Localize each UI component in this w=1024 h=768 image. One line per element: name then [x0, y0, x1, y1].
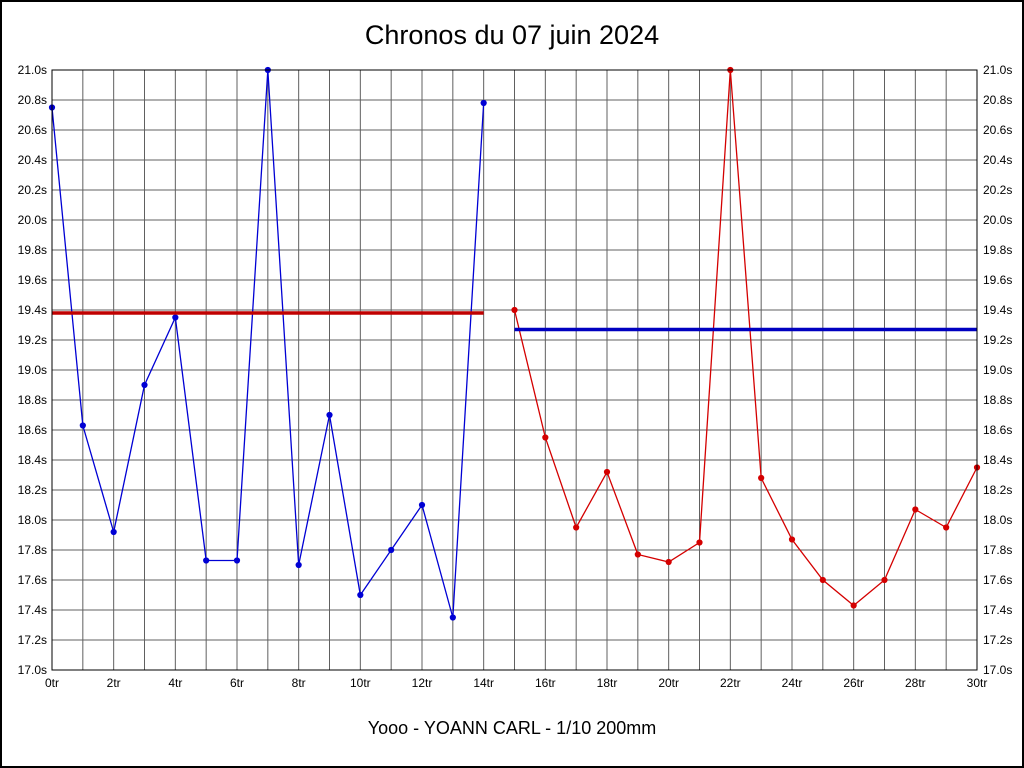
y-tick-label-left: 18.0s: [18, 513, 47, 527]
red-series-line: [513, 69, 978, 607]
data-point: [943, 524, 950, 531]
x-tick-label: 6tr: [230, 676, 244, 690]
y-tick-label-left: 20.8s: [18, 93, 47, 107]
y-tick-label-left: 18.4s: [18, 453, 47, 467]
y-tick-label-left: 20.4s: [18, 153, 47, 167]
y-tick-label-right: 18.8s: [983, 393, 1012, 407]
y-tick-label-left: 17.0s: [18, 663, 47, 677]
data-point: [603, 468, 611, 476]
data-point: [233, 557, 241, 564]
data-point: [819, 576, 826, 584]
y-tick-label-right: 18.6s: [983, 423, 1012, 437]
x-tick-label: 24tr: [782, 676, 803, 690]
data-point: [881, 576, 888, 584]
x-tick-label: 0tr: [45, 676, 59, 690]
y-tick-label-right: 18.4s: [983, 453, 1012, 467]
x-tick-label: 22tr: [720, 676, 741, 690]
x-tick-label: 28tr: [905, 676, 926, 690]
y-tick-label-right: 20.8s: [983, 93, 1012, 107]
grid-layer: [51, 69, 978, 671]
y-tick-label-right: 18.0s: [983, 513, 1012, 527]
y-tick-label-right: 20.2s: [983, 183, 1012, 197]
y-tick-label-left: 20.6s: [18, 123, 47, 137]
y-tick-label-left: 17.2s: [18, 633, 47, 647]
x-tick-label: 30tr: [967, 676, 988, 690]
data-point: [79, 422, 86, 429]
y-tick-label-right: 17.6s: [983, 573, 1012, 587]
x-tick-label: 14tr: [473, 676, 494, 690]
y-tick-label-right: 17.2s: [983, 633, 1012, 647]
y-tick-label-right: 17.4s: [983, 603, 1012, 617]
data-point: [449, 614, 456, 621]
data-point: [141, 381, 148, 389]
data-point: [388, 546, 395, 554]
x-tick-label: 26tr: [843, 676, 864, 690]
y-tick-label-left: 19.4s: [18, 303, 47, 317]
y-tick-label-right: 19.4s: [983, 303, 1012, 317]
plot-border: [51, 69, 978, 671]
data-point: [696, 539, 703, 546]
series-red-series: [511, 66, 981, 609]
x-tick-label: 12tr: [412, 676, 433, 690]
y-tick-label-right: 17.0s: [983, 663, 1012, 677]
y-tick-label-left: 18.8s: [18, 393, 47, 407]
y-tick-label-left: 17.6s: [18, 573, 47, 587]
y-tick-label-right: 20.6s: [983, 123, 1012, 137]
y-tick-label-right: 19.2s: [983, 333, 1012, 347]
y-tick-label-left: 20.2s: [18, 183, 47, 197]
y-tick-label-right: 19.6s: [983, 273, 1012, 287]
y-tick-label-left: 17.4s: [18, 603, 47, 617]
data-point: [418, 501, 426, 509]
y-tick-label-right: 20.0s: [983, 213, 1012, 227]
y-tick-label-left: 19.2s: [18, 333, 47, 347]
x-tick-label: 16tr: [535, 676, 556, 690]
y-tick-label-left: 19.6s: [18, 273, 47, 287]
data-point: [110, 528, 117, 536]
data-point: [665, 558, 672, 566]
data-point: [788, 536, 796, 543]
y-tick-label-left: 18.6s: [18, 423, 47, 437]
data-point: [511, 306, 518, 314]
y-tick-label-left: 20.0s: [18, 213, 47, 227]
y-tick-label-right: 19.0s: [983, 363, 1012, 377]
y-tick-label-right: 21.0s: [983, 63, 1012, 77]
data-point: [357, 591, 364, 599]
y-tick-label-right: 18.2s: [983, 483, 1012, 497]
chart-title: Chronos du 07 juin 2024: [364, 20, 660, 50]
y-tick-label-right: 20.4s: [983, 153, 1012, 167]
x-tick-label: 4tr: [168, 676, 182, 690]
data-point: [542, 434, 549, 441]
data-point: [912, 506, 919, 513]
data-point: [172, 314, 179, 321]
x-tick-label: 2tr: [107, 676, 121, 690]
data-point: [573, 524, 580, 531]
x-tick-label: 10tr: [350, 676, 371, 690]
data-point: [203, 557, 210, 564]
data-point: [850, 602, 857, 609]
data-point: [480, 99, 487, 107]
data-point: [326, 411, 333, 419]
data-point: [295, 561, 302, 569]
y-tick-label-right: 19.8s: [983, 243, 1012, 257]
axis-labels: 17.0s 17.0s 17.2s 17.2s 17.4s 17.4s 17.6s 17.6s…: [18, 63, 1013, 690]
y-tick-label-left: 17.8s: [18, 543, 47, 557]
x-tick-label: 18tr: [597, 676, 618, 690]
y-tick-label-left: 19.0s: [18, 363, 47, 377]
y-tick-label-left: 19.8s: [18, 243, 47, 257]
y-tick-label-left: 18.2s: [18, 483, 47, 497]
y-tick-label-right: 17.8s: [983, 543, 1012, 557]
x-tick-label: 8tr: [292, 676, 306, 690]
chart-footer: Yooo - YOANN CARL - 1/10 200mm: [367, 718, 657, 738]
data-point: [758, 474, 765, 482]
y-tick-label-left: 21.0s: [18, 63, 47, 77]
x-tick-label: 20tr: [658, 676, 679, 690]
data-point: [634, 551, 641, 558]
